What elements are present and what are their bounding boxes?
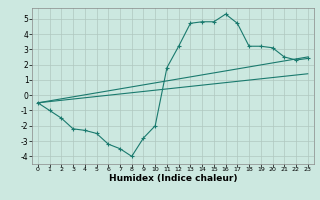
X-axis label: Humidex (Indice chaleur): Humidex (Indice chaleur)	[108, 174, 237, 183]
